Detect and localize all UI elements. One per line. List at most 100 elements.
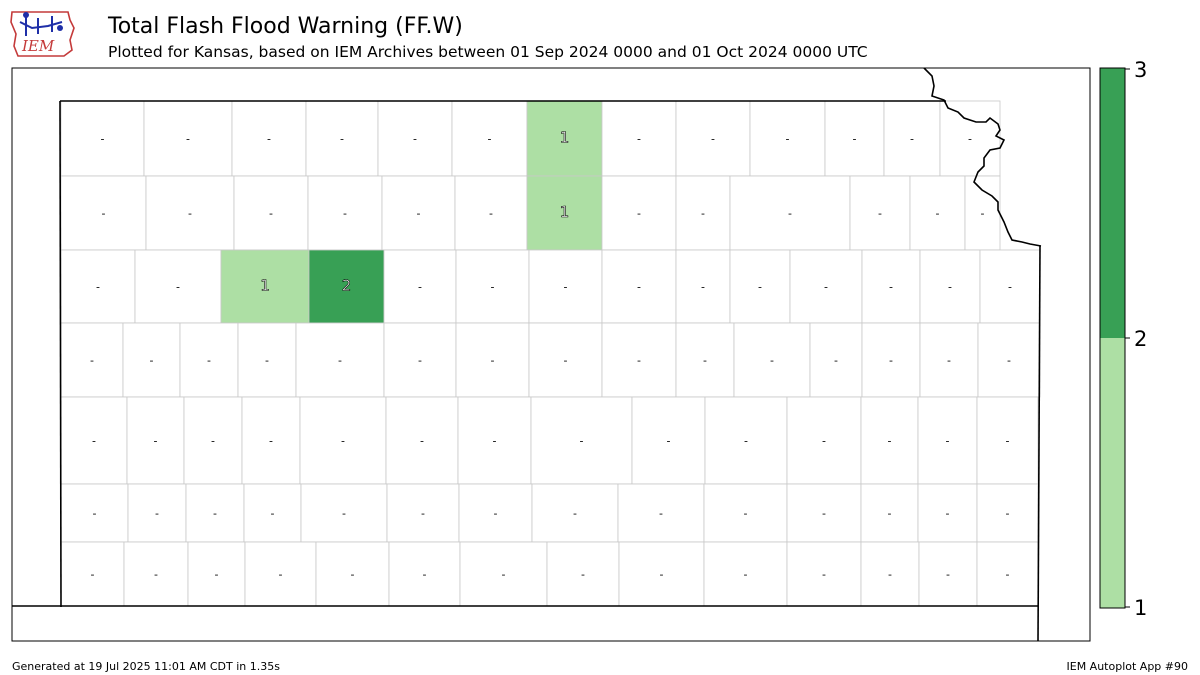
county — [60, 396, 128, 485]
county — [964, 175, 1001, 251]
county — [976, 396, 1039, 485]
county-zero-label: - — [186, 133, 190, 146]
county-zero-label: - — [581, 568, 585, 581]
county — [183, 396, 243, 485]
county — [909, 175, 966, 251]
colorbar-tick-label: 1 — [1134, 596, 1147, 620]
county — [919, 322, 979, 398]
county-zero-label: - — [637, 354, 641, 367]
county-zero-label: - — [351, 568, 355, 581]
county-zero-label: - — [822, 568, 826, 581]
county-zero-label: - — [215, 568, 219, 581]
county-zero-label: - — [948, 281, 952, 294]
map-subtitle: Plotted for Kansas, based on IEM Archive… — [108, 43, 868, 61]
state-border-east — [1037, 245, 1041, 642]
county-zero-label: - — [758, 281, 762, 294]
county-zero-label: - — [834, 354, 838, 367]
county — [917, 483, 978, 543]
county — [861, 322, 921, 398]
county-zero-label: - — [968, 133, 972, 146]
county — [455, 249, 530, 324]
county — [457, 396, 532, 485]
county — [243, 483, 302, 543]
county — [618, 541, 705, 607]
county-zero-label: - — [667, 435, 671, 448]
county — [307, 175, 383, 251]
county — [733, 322, 811, 398]
county — [675, 175, 731, 251]
county-zero-label: - — [343, 207, 347, 220]
county-zero-label: - — [491, 281, 495, 294]
county — [860, 483, 919, 543]
county-zero-label: - — [421, 507, 425, 520]
county — [295, 322, 385, 398]
county-zero-label: - — [155, 507, 159, 520]
county — [824, 100, 885, 177]
county — [786, 483, 862, 543]
county-zero-label: - — [101, 133, 105, 146]
county-zero-label: - — [150, 354, 154, 367]
map-frame — [11, 67, 1091, 642]
county — [704, 396, 788, 485]
county — [601, 322, 677, 398]
county-zero-label: - — [494, 507, 498, 520]
county — [703, 483, 788, 543]
county — [939, 100, 1001, 177]
county-zero-label: - — [502, 568, 506, 581]
county — [729, 249, 791, 324]
county — [860, 396, 919, 485]
county-zero-label: - — [279, 568, 283, 581]
county — [305, 100, 379, 177]
county — [388, 541, 461, 607]
county-zero-label: - — [489, 207, 493, 220]
county-zero-label: - — [770, 354, 774, 367]
county-zero-label: - — [946, 435, 950, 448]
county-zero-label: - — [744, 568, 748, 581]
county-zero-label: - — [493, 435, 497, 448]
county-zero-label: - — [744, 507, 748, 520]
county — [60, 541, 125, 607]
county-zero-label: - — [889, 281, 893, 294]
county — [977, 322, 1041, 398]
county — [729, 175, 851, 251]
county-zero-label: - — [418, 281, 422, 294]
county-zero-label: - — [703, 354, 707, 367]
county — [530, 396, 633, 485]
county-zero-label: - — [701, 281, 705, 294]
county-zero-label: - — [213, 507, 217, 520]
colorbar-tick-label: 3 — [1134, 58, 1147, 82]
county-zero-label: - — [338, 354, 342, 367]
county-zero-label: - — [580, 435, 584, 448]
county — [528, 322, 603, 398]
kansas-county-map: - - - - - - 1 - - - - - - - - - - - - 1 - - - - - - - - 1 2 - - - - - - - - - -… — [11, 67, 1091, 642]
county — [786, 541, 862, 607]
county — [187, 541, 246, 607]
county-zero-label: - — [488, 133, 492, 146]
county — [454, 175, 528, 251]
county-zero-label: - — [491, 354, 495, 367]
county-zero-label: - — [102, 207, 106, 220]
county-zero-label: - — [211, 435, 215, 448]
county-zero-label: - — [1006, 568, 1010, 581]
county — [459, 541, 548, 607]
county-zero-label: - — [1007, 354, 1011, 367]
county — [860, 541, 920, 607]
county — [786, 396, 862, 485]
county-zero-label: - — [91, 568, 95, 581]
colorbar: 3 2 1 — [1099, 58, 1147, 620]
county-zero-label: - — [90, 354, 94, 367]
county — [145, 175, 235, 251]
county-zero-label: - — [946, 507, 950, 520]
county-zero-label: - — [888, 507, 892, 520]
map-title: Total Flash Flood Warning (FF.W) — [108, 14, 463, 39]
county — [127, 483, 187, 543]
county-zero-label: - — [1006, 507, 1010, 520]
county-zero-label: - — [269, 435, 273, 448]
county — [233, 175, 309, 251]
county-zero-label: - — [269, 207, 273, 220]
county-zero-label: - — [188, 207, 192, 220]
county-zero-label: - — [878, 207, 882, 220]
county — [179, 322, 239, 398]
county-zero-label: - — [711, 133, 715, 146]
county — [244, 541, 317, 607]
